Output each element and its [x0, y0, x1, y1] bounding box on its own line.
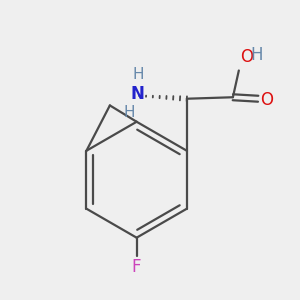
Text: O: O	[260, 91, 274, 109]
Text: H: H	[132, 68, 143, 82]
Text: F: F	[132, 259, 141, 277]
Text: H: H	[123, 105, 135, 120]
Text: N: N	[131, 85, 145, 103]
Text: O: O	[240, 48, 253, 66]
Text: H: H	[250, 46, 262, 64]
